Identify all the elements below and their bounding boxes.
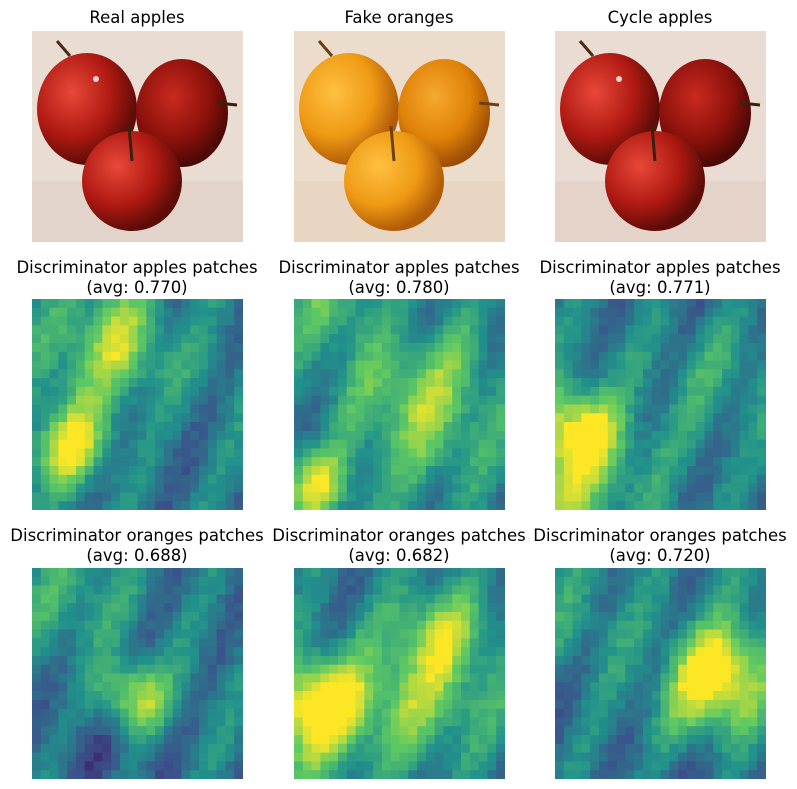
- title-fake-oranges: Fake oranges: [344, 8, 454, 27]
- title-cycle-apples: Cycle apples: [607, 8, 713, 27]
- title-disc-oranges-2: Discriminator oranges patches (avg: 0.682…: [272, 526, 526, 565]
- disc-apples-heatmap-cycle: [555, 299, 766, 510]
- title-real-apples: Real apples: [89, 8, 185, 27]
- cycle-apples-image: [555, 31, 766, 242]
- fake-oranges-image: [294, 31, 505, 242]
- title-disc-oranges-3: Discriminator oranges patches (avg: 0.720…: [533, 526, 787, 565]
- disc-apples-heatmap-fake: [294, 299, 505, 510]
- title-disc-apples-3: Discriminator apples patches (avg: 0.771): [539, 258, 781, 297]
- title-disc-oranges-1: Discriminator oranges patches (avg: 0.688…: [10, 526, 264, 565]
- title-disc-apples-2: Discriminator apples patches (avg: 0.780): [278, 258, 520, 297]
- disc-oranges-heatmap-cycle: [555, 568, 766, 779]
- disc-apples-heatmap-real: [32, 299, 243, 510]
- disc-oranges-heatmap-real: [32, 568, 243, 779]
- real-apples-image: [32, 31, 243, 242]
- title-disc-apples-1: Discriminator apples patches (avg: 0.770): [16, 258, 258, 297]
- disc-oranges-heatmap-fake: [294, 568, 505, 779]
